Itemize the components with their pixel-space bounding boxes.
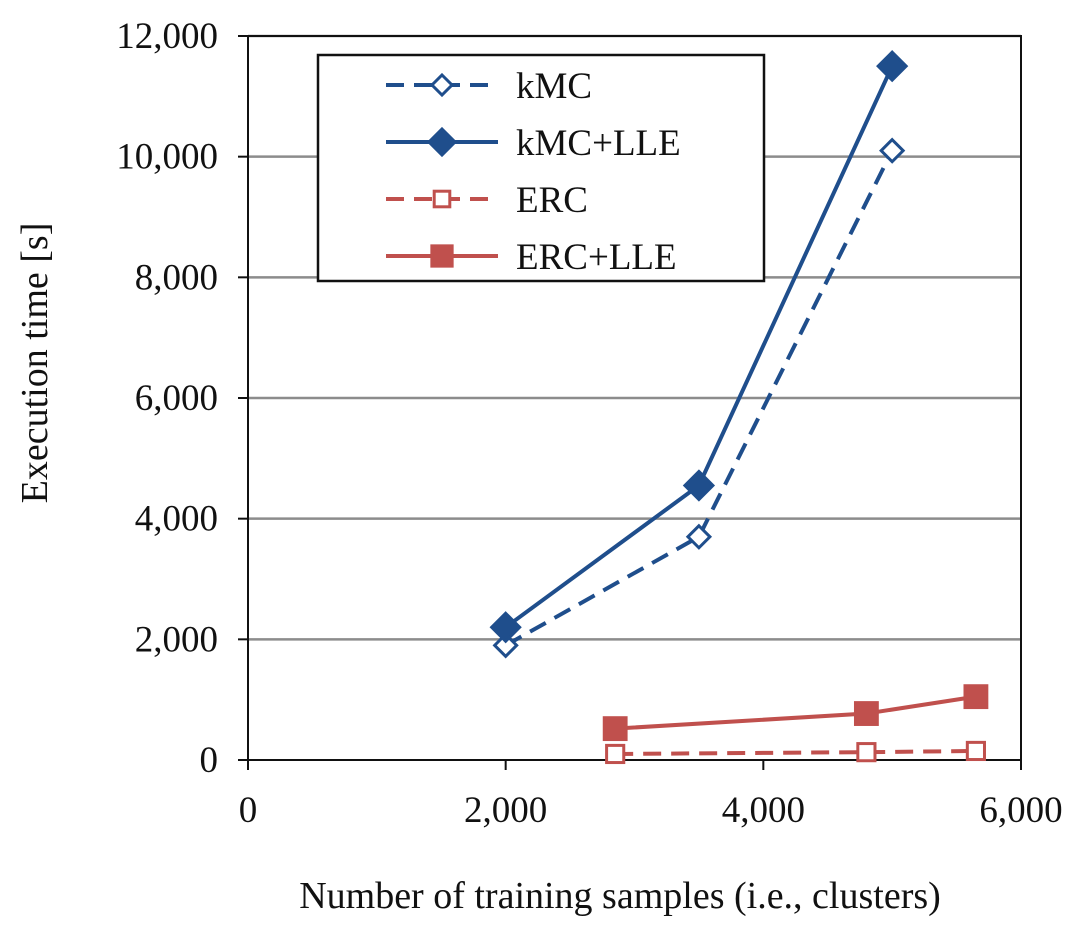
series-erc [605,740,986,765]
data-point [426,126,458,158]
series-line [504,149,894,648]
y-tick-label: 4,000 [135,499,218,540]
data-point [492,632,519,659]
data-point [853,701,879,726]
data-point [856,742,877,763]
data-point [965,740,986,762]
y-axis-title: Execution time [s] [14,223,56,504]
data-point [432,189,452,209]
data-point [963,684,989,710]
data-point [879,137,906,164]
legend-label: kMC+LLE [516,123,681,164]
legend-entry: ERC+LLE [386,237,677,278]
legend-entry: kMC [386,66,592,107]
x-tick-label: 2,000 [464,790,547,831]
legend-label: ERC+LLE [516,237,677,278]
y-tick-label: 12,000 [116,16,218,57]
data-point [429,72,455,98]
series-erc-lle [602,684,989,742]
data-point [602,716,628,742]
legend-label: ERC [516,180,588,221]
x-tick-label: 4,000 [722,790,805,831]
legend-label: kMC [516,66,592,107]
data-point [605,743,626,765]
legend-entry: ERC [386,180,588,221]
y-tick-label: 6,000 [135,378,218,419]
series-kmc-lle [489,50,909,644]
x-axis-title: Number of training samples (i.e., cluste… [299,875,941,917]
y-tick-label: 10,000 [116,137,218,178]
legend-box [316,53,766,283]
y-tick-label: 2,000 [135,619,218,660]
series-line [615,694,977,731]
series-kmc [492,137,906,659]
y-tick-label: 0 [200,740,219,781]
legend-entry: kMC+LLE [386,123,681,164]
y-tick-label: 8,000 [135,257,218,298]
data-point [430,244,454,268]
data-point [682,469,716,502]
series-line [615,748,976,756]
x-tick-label: 6,000 [979,790,1062,831]
data-point [876,50,909,83]
data-point [685,523,713,550]
x-tick-label: 0 [239,790,258,831]
data-point [489,611,522,644]
